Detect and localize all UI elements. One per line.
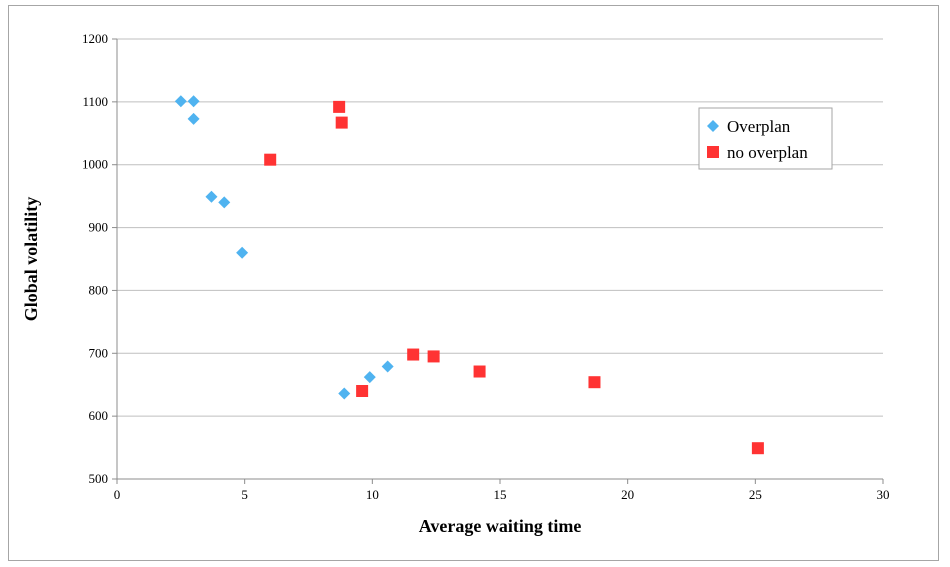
x-axis-title: Average waiting time: [419, 516, 582, 536]
no-overplan-point: [751, 442, 764, 455]
no-overplan-point: [427, 350, 440, 363]
overplan-point: [381, 360, 394, 373]
legend: Overplan no overplan: [698, 107, 833, 170]
overplan-point: [236, 246, 249, 259]
overplan-point: [338, 387, 351, 400]
gridlines: [117, 38, 883, 417]
no-overplan-point: [588, 376, 601, 389]
y-tick-label: 500: [89, 471, 109, 486]
x-tick-label: 5: [241, 487, 248, 502]
y-tick-label: 900: [89, 220, 109, 235]
overplan-point: [187, 112, 200, 125]
y-axis-title: Global volatility: [21, 197, 41, 322]
chart-frame: 500 600 700 800 900 1000 1100 1200 0 5 10 15 20 25 30 …: [8, 5, 939, 561]
x-tick-label: 15: [494, 487, 507, 502]
legend-marker: [707, 120, 719, 132]
y-tick-label: 700: [89, 345, 109, 360]
series-no-overplan: [264, 100, 764, 455]
no-overplan-point: [473, 365, 486, 378]
x-tick-label: 10: [366, 487, 379, 502]
y-tick-label: 1000: [82, 157, 108, 172]
x-tick-label: 0: [114, 487, 121, 502]
no-overplan-point: [356, 385, 369, 397]
overplan-point: [187, 95, 200, 108]
legend-marker: [707, 146, 719, 158]
data-points: [174, 95, 764, 455]
no-overplan-point: [407, 348, 420, 361]
series-overplan: [174, 95, 394, 400]
overplan-point: [363, 371, 376, 384]
y-tick-label: 1200: [82, 31, 108, 46]
legend-label: Overplan: [727, 117, 791, 136]
legend-box: [698, 107, 833, 170]
tick-labels: 500 600 700 800 900 1000 1100 1200 0 5 10 15 20 25 30: [82, 31, 890, 502]
overplan-point: [174, 95, 187, 108]
y-tick-label: 800: [89, 282, 109, 297]
no-overplan-point: [335, 116, 348, 129]
overplan-point: [218, 196, 231, 209]
legend-label: no overplan: [727, 143, 808, 162]
y-tick-label: 1100: [82, 94, 108, 109]
x-tick-label: 25: [749, 487, 762, 502]
no-overplan-point: [333, 100, 346, 113]
x-tick-label: 30: [877, 487, 890, 502]
y-tick-label: 600: [89, 408, 109, 423]
overplan-point: [205, 190, 218, 203]
no-overplan-point: [264, 153, 277, 166]
axes: [112, 38, 884, 484]
x-tick-label: 20: [621, 487, 634, 502]
